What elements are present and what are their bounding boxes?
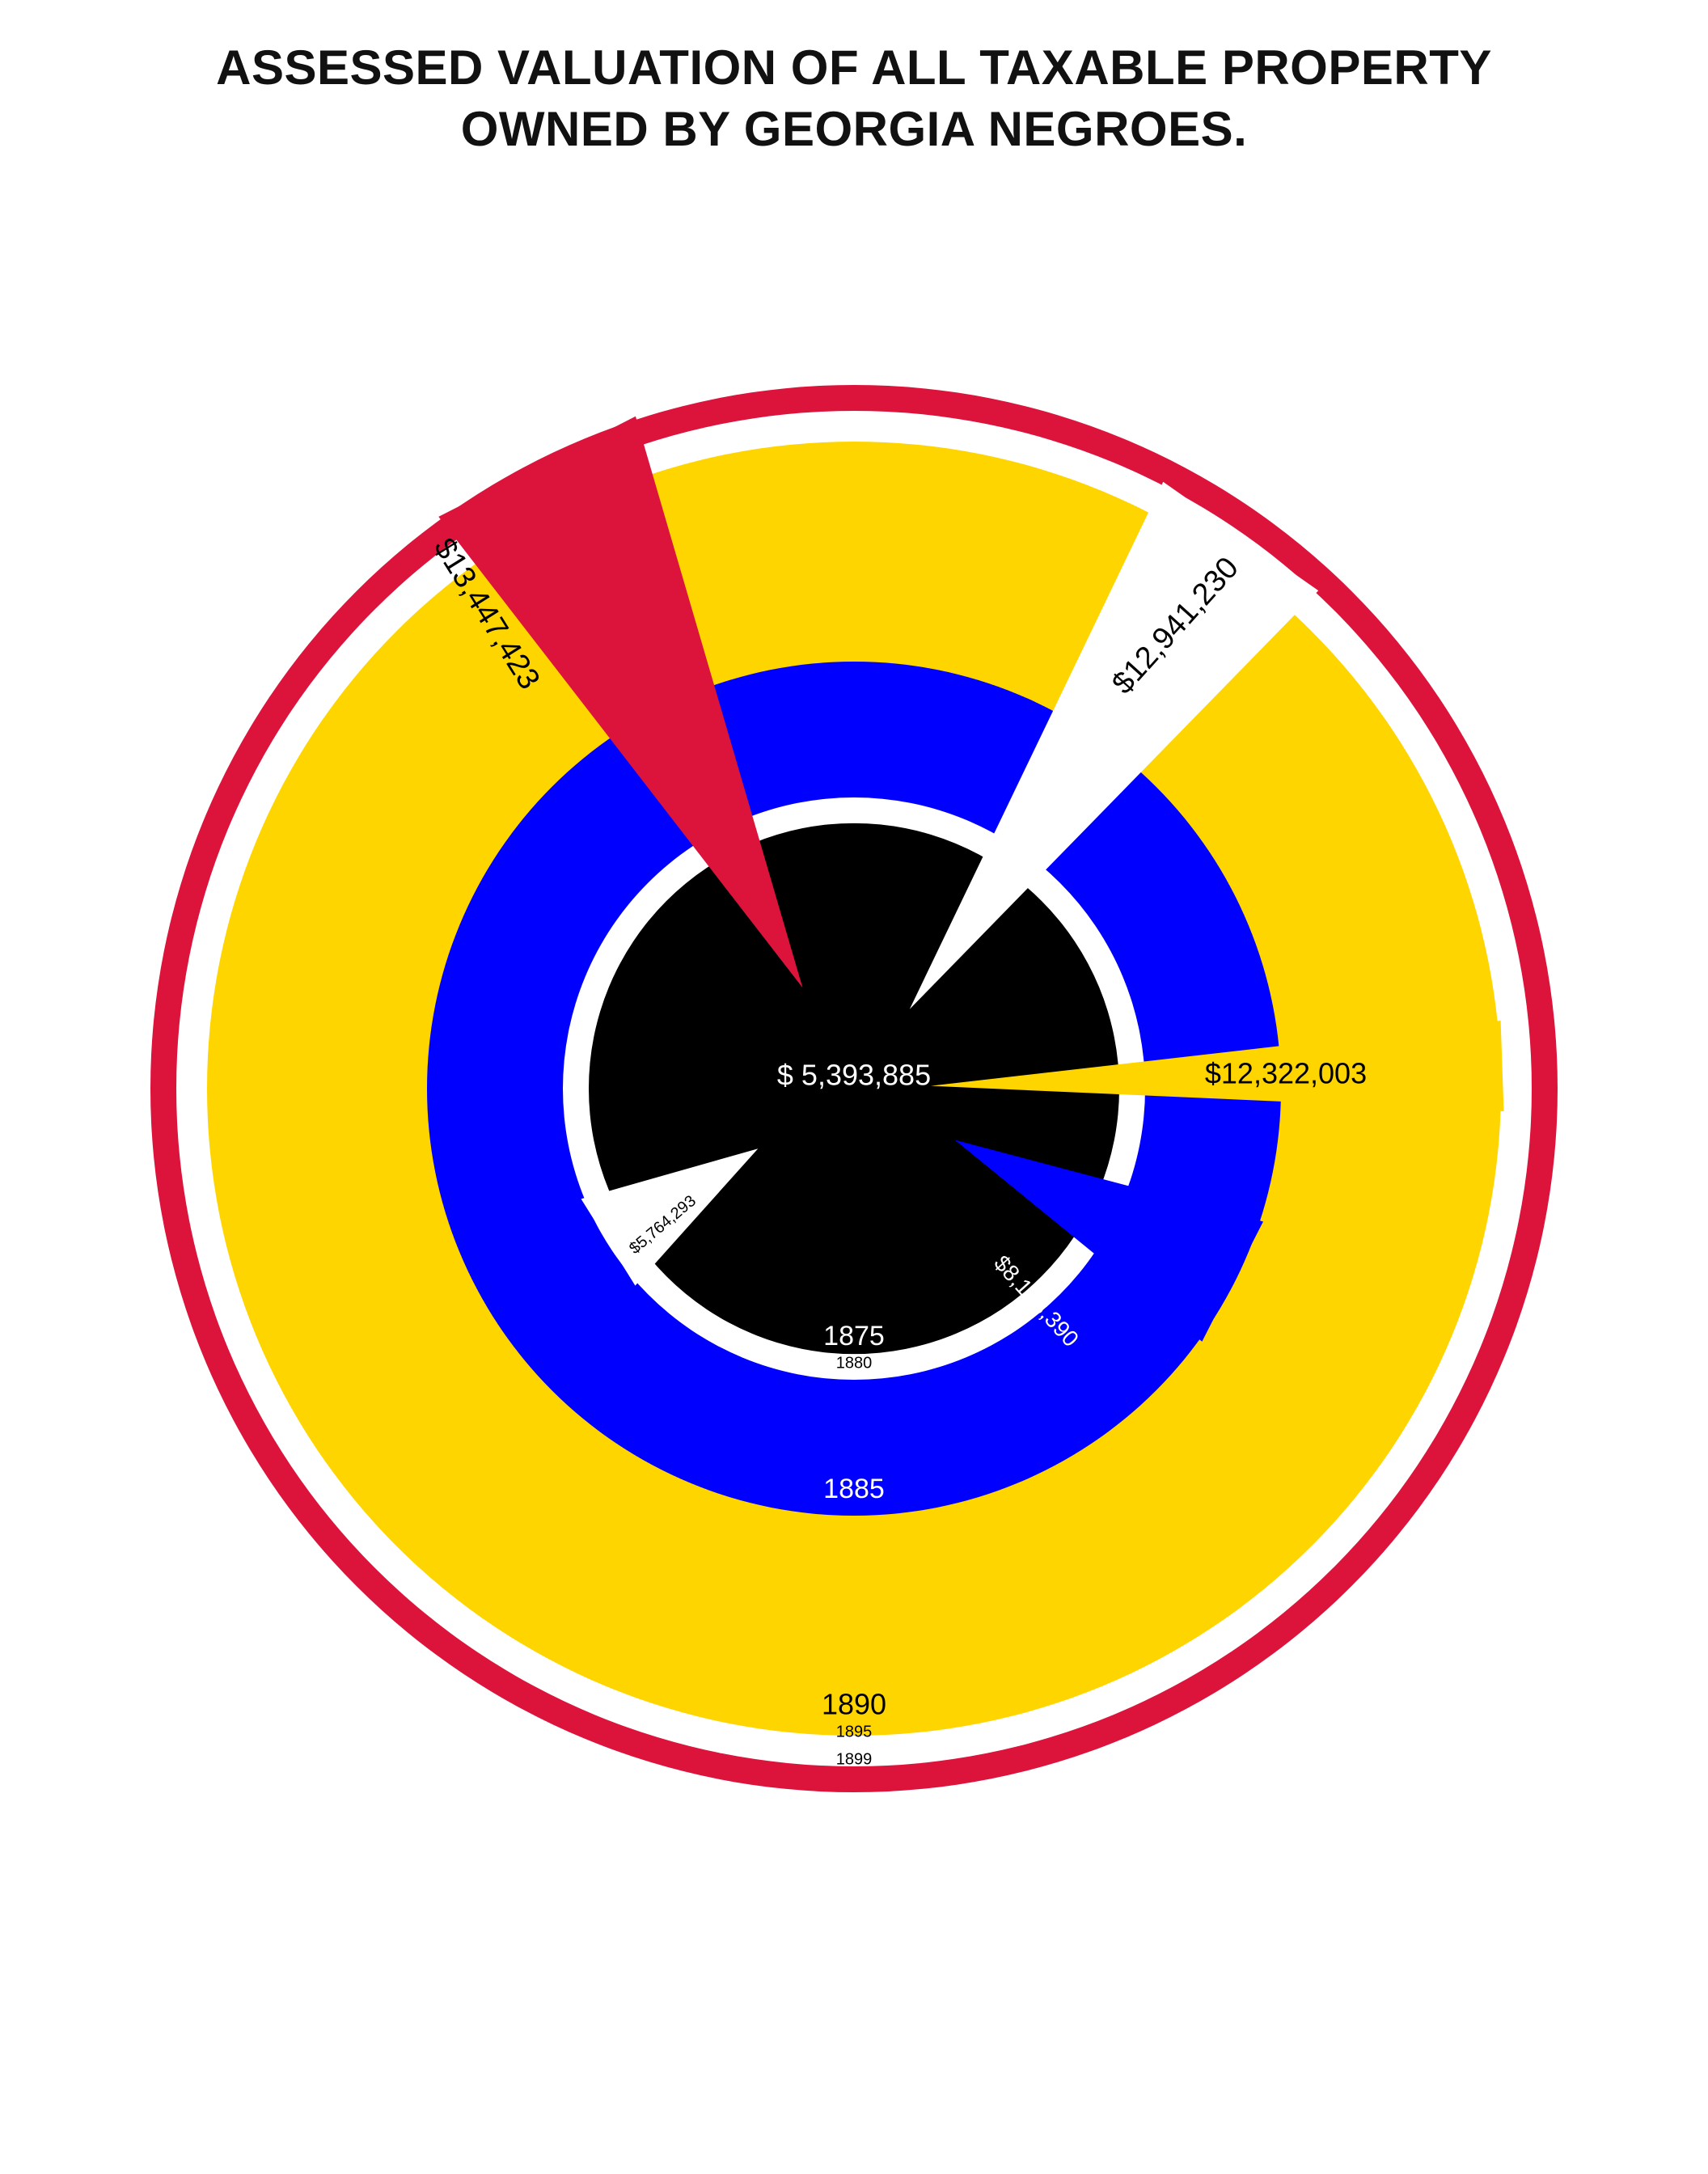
chart-marks <box>150 385 1558 1792</box>
value-label-1890: $12,322,003 <box>1205 1057 1367 1090</box>
year-label-1895: 1895 <box>836 1723 873 1740</box>
year-label-1880: 1880 <box>836 1354 873 1372</box>
wedge-1890 <box>930 1020 1504 1112</box>
ring-1875 <box>588 823 1119 1355</box>
wedge-1895 <box>909 481 1319 1009</box>
chart-title-line-2: OWNED BY GEORGIA NEGROES. <box>460 102 1248 156</box>
chart-title-line-1: ASSESSED VALUATION OF ALL TAXABLE PROPER… <box>216 40 1492 95</box>
chart-title: ASSESSED VALUATION OF ALL TAXABLE PROPER… <box>0 37 1708 160</box>
wedge-1880 <box>581 1148 759 1286</box>
year-label-1899: 1899 <box>836 1750 873 1768</box>
wedge-1899 <box>438 416 803 988</box>
year-label-1875: 1875 <box>823 1321 885 1351</box>
value-label-1875: $ 5,393,885 <box>777 1059 931 1092</box>
year-label-1890: 1890 <box>822 1688 886 1721</box>
wedge-1885 <box>954 1140 1263 1342</box>
year-label-1885: 1885 <box>823 1474 885 1504</box>
